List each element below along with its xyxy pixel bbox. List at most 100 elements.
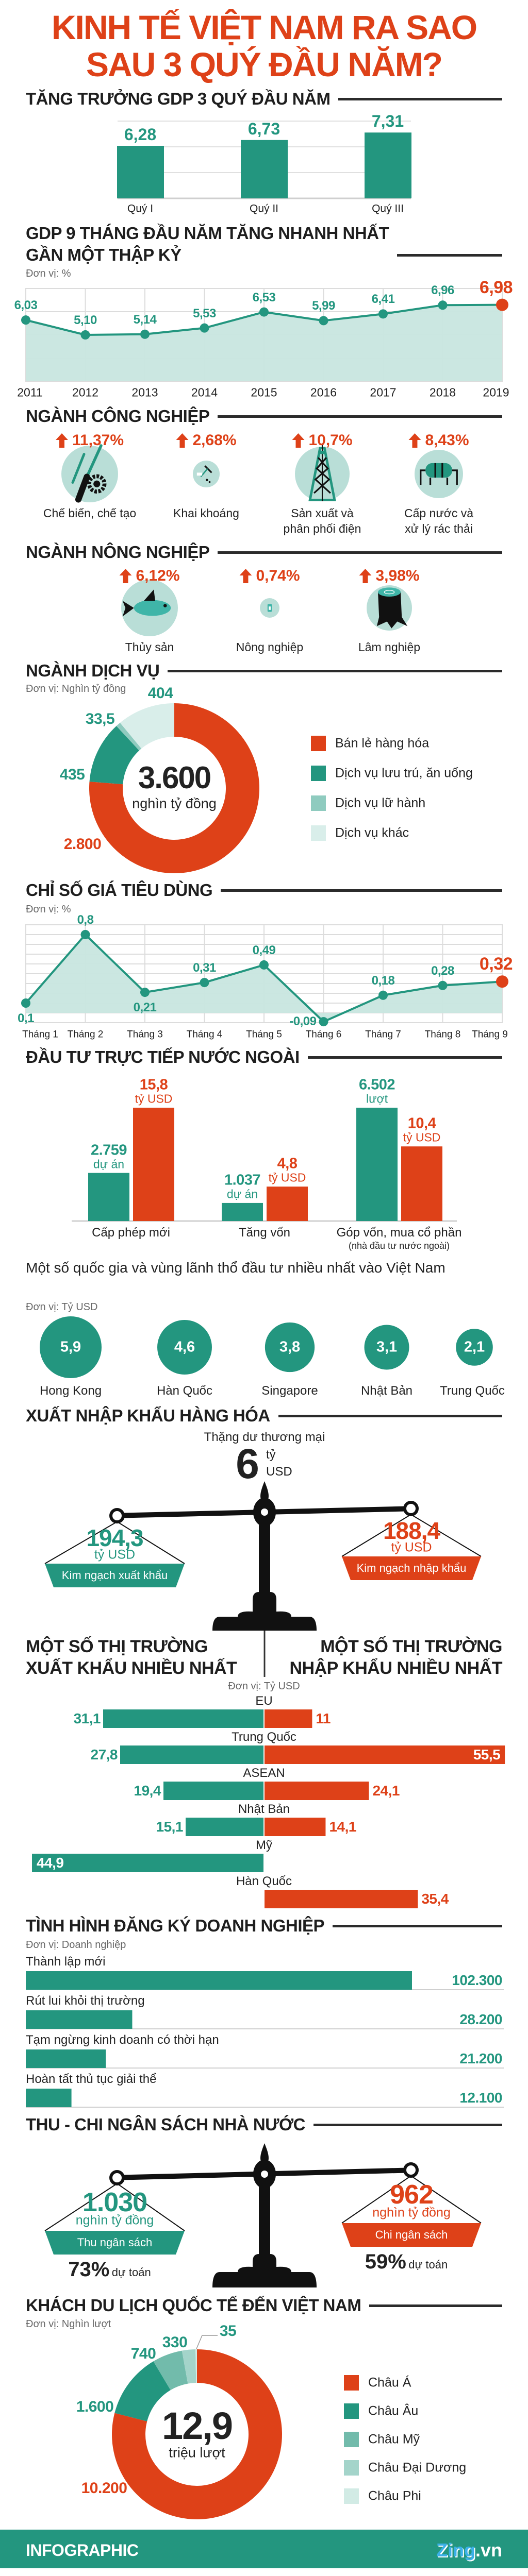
legend-label: Châu Mỹ bbox=[368, 2432, 420, 2447]
unit-label: Đơn vị: Nghìn tỷ đồng bbox=[26, 683, 126, 694]
export-bar bbox=[103, 1709, 263, 1728]
fish-icon bbox=[122, 589, 171, 617]
market-label: Mỹ bbox=[256, 1838, 272, 1852]
section-title: XUẤT NHẬP KHẨU HÀNG HÓA bbox=[26, 1406, 270, 1425]
x-tick-label: 2015 bbox=[251, 385, 277, 399]
legend-label: Dịch vụ lưu trú, ăn uống bbox=[335, 766, 473, 781]
donut-slice bbox=[89, 726, 139, 785]
donut-slice bbox=[195, 2349, 197, 2383]
bar bbox=[401, 1146, 442, 1221]
legend-label: Dịch vụ lữ hành bbox=[335, 795, 426, 810]
surplus-value: 6 bbox=[236, 1440, 259, 1487]
data-point bbox=[378, 309, 388, 319]
share-label: dự toán bbox=[408, 2258, 448, 2271]
x-tick-label: Tháng 7 bbox=[365, 1029, 401, 1040]
header-rule bbox=[314, 2123, 502, 2126]
section-title: CHỈ SỐ GIÁ TIÊU DÙNG bbox=[26, 880, 213, 900]
export-value-label: 19,4 bbox=[134, 1783, 161, 1799]
section-header-cpi: CHỈ SỐ GIÁ TIÊU DÙNG bbox=[26, 880, 502, 901]
left-pan-label: Thu ngân sách bbox=[77, 2236, 153, 2249]
arrow-up-icon bbox=[119, 569, 132, 583]
right-value: 188,4 bbox=[383, 1517, 440, 1544]
industry-label: Chế biến, chế tạo bbox=[43, 506, 137, 520]
industry-growth: 2,68% bbox=[176, 432, 237, 449]
bar bbox=[267, 1187, 308, 1221]
grain-bag-icon bbox=[267, 604, 272, 612]
country-label: Singapore bbox=[261, 1384, 318, 1398]
point-value-label: 6,96 bbox=[431, 283, 454, 298]
donut-slice bbox=[120, 703, 174, 749]
point-value-label: -0,09 bbox=[289, 1014, 317, 1029]
category-label: Quý I bbox=[127, 202, 154, 215]
x-tick-label: 2012 bbox=[72, 385, 99, 399]
donut-slice bbox=[116, 722, 142, 751]
section-title: NGÀNH DỊCH VỤ bbox=[26, 661, 160, 680]
scale-base bbox=[212, 2254, 317, 2287]
scale-pan-right bbox=[342, 2223, 481, 2247]
surplus-label: Thặng dư thương mại bbox=[204, 1430, 325, 1444]
section-header-budget: THU - CHI NGÂN SÁCH NHÀ NƯỚC bbox=[26, 2114, 502, 2135]
slice-value-label: 435 bbox=[59, 766, 85, 783]
import-value-label: 24,1 bbox=[372, 1783, 400, 1799]
bar bbox=[88, 1173, 129, 1221]
unit-label: Đơn vị: Nghìn lượt bbox=[26, 2318, 111, 2330]
donut-slice bbox=[153, 2350, 188, 2391]
highlight-point bbox=[496, 975, 508, 988]
scale-post bbox=[259, 2184, 270, 2262]
section-header-gdp-years: GDP 9 THÁNG ĐẦU NĂM TĂNG NHANH NHẤT GẦN … bbox=[26, 223, 502, 266]
header-rule bbox=[307, 1056, 502, 1059]
market-label: Nhật Bản bbox=[238, 1802, 290, 1816]
legend-swatch bbox=[311, 795, 326, 811]
bar-unit-label: tỷ USD bbox=[268, 1171, 306, 1184]
point-value-label: 6,53 bbox=[252, 290, 276, 304]
bar bbox=[26, 2089, 72, 2107]
scale-string bbox=[412, 2177, 482, 2224]
donut-center-unit: triệu lượt bbox=[169, 2445, 225, 2461]
power-tower-icon bbox=[308, 444, 336, 501]
header-rule bbox=[333, 1924, 502, 1927]
section-title: KHÁCH DU LỊCH QUỐC TẾ ĐẾN VIỆT NAM bbox=[26, 2296, 361, 2315]
x-tick-label: Tháng 2 bbox=[67, 1029, 104, 1040]
point-value-label: 5,53 bbox=[193, 306, 216, 320]
donut-center-value: 12,9 bbox=[161, 2404, 233, 2447]
country-label: Trung Quốc bbox=[440, 1384, 505, 1398]
bar bbox=[117, 146, 164, 198]
industry-growth: 11,37% bbox=[55, 432, 124, 449]
arrow-up-icon bbox=[359, 569, 372, 583]
import-value-label: 55,5 bbox=[473, 1747, 501, 1762]
scale-hook bbox=[109, 1508, 125, 1523]
header-rule bbox=[221, 889, 502, 892]
industry-growth: 10,7% bbox=[292, 433, 353, 448]
point-value-label: 0,49 bbox=[252, 943, 276, 957]
x-tick-label: 2019 bbox=[483, 385, 509, 399]
section-title: GDP 9 THÁNG ĐẦU NĂM TĂNG NHANH NHẤT GẦN … bbox=[26, 224, 389, 264]
row-label: Thành lập mới bbox=[26, 1955, 106, 1969]
legend-swatch bbox=[311, 736, 326, 751]
share-pct: 59% bbox=[365, 2250, 406, 2273]
bar-value-label: 6,73 bbox=[248, 119, 280, 138]
slice-value-label: 33,5 bbox=[85, 710, 115, 727]
legend-label: Dịch vụ khác bbox=[335, 825, 409, 840]
section-header-fdi: ĐẦU TƯ TRỰC TIẾP NƯỚC NGOÀI bbox=[26, 1047, 502, 1067]
left-pan-label: Kim ngạch xuất khẩu bbox=[61, 1569, 168, 1582]
scale-post bbox=[259, 1522, 270, 1600]
section-header-trade: XUẤT NHẬP KHẨU HÀNG HÓA bbox=[26, 1405, 502, 1426]
x-tick-label: Tháng 5 bbox=[246, 1029, 282, 1040]
highlight-value-label: 6,98 bbox=[479, 277, 513, 297]
growth-value: 11,37% bbox=[72, 432, 124, 449]
bar-value-label: 102.300 bbox=[452, 1972, 502, 1988]
tree-stump-icon bbox=[376, 587, 408, 629]
growth-value: 2,68% bbox=[192, 432, 237, 449]
bubble bbox=[364, 1325, 409, 1370]
x-tick-label: 2014 bbox=[191, 385, 218, 399]
slice-value-label: 35 bbox=[219, 2323, 237, 2340]
export-markets-title: MỘT SỐ THỊ TRƯỜNG XUẤT KHẨU NHIỀU NHẤT bbox=[26, 1637, 237, 1678]
bar bbox=[26, 2010, 133, 2029]
category-note: (nhà đầu tư nước ngoài) bbox=[348, 1241, 450, 1251]
highlight-point bbox=[496, 298, 508, 311]
import-bar bbox=[265, 1782, 369, 1800]
growth-value: 8,43% bbox=[425, 432, 469, 449]
point-value-label: 5,14 bbox=[133, 312, 157, 327]
agriculture-growth: 0,74% bbox=[239, 568, 300, 584]
